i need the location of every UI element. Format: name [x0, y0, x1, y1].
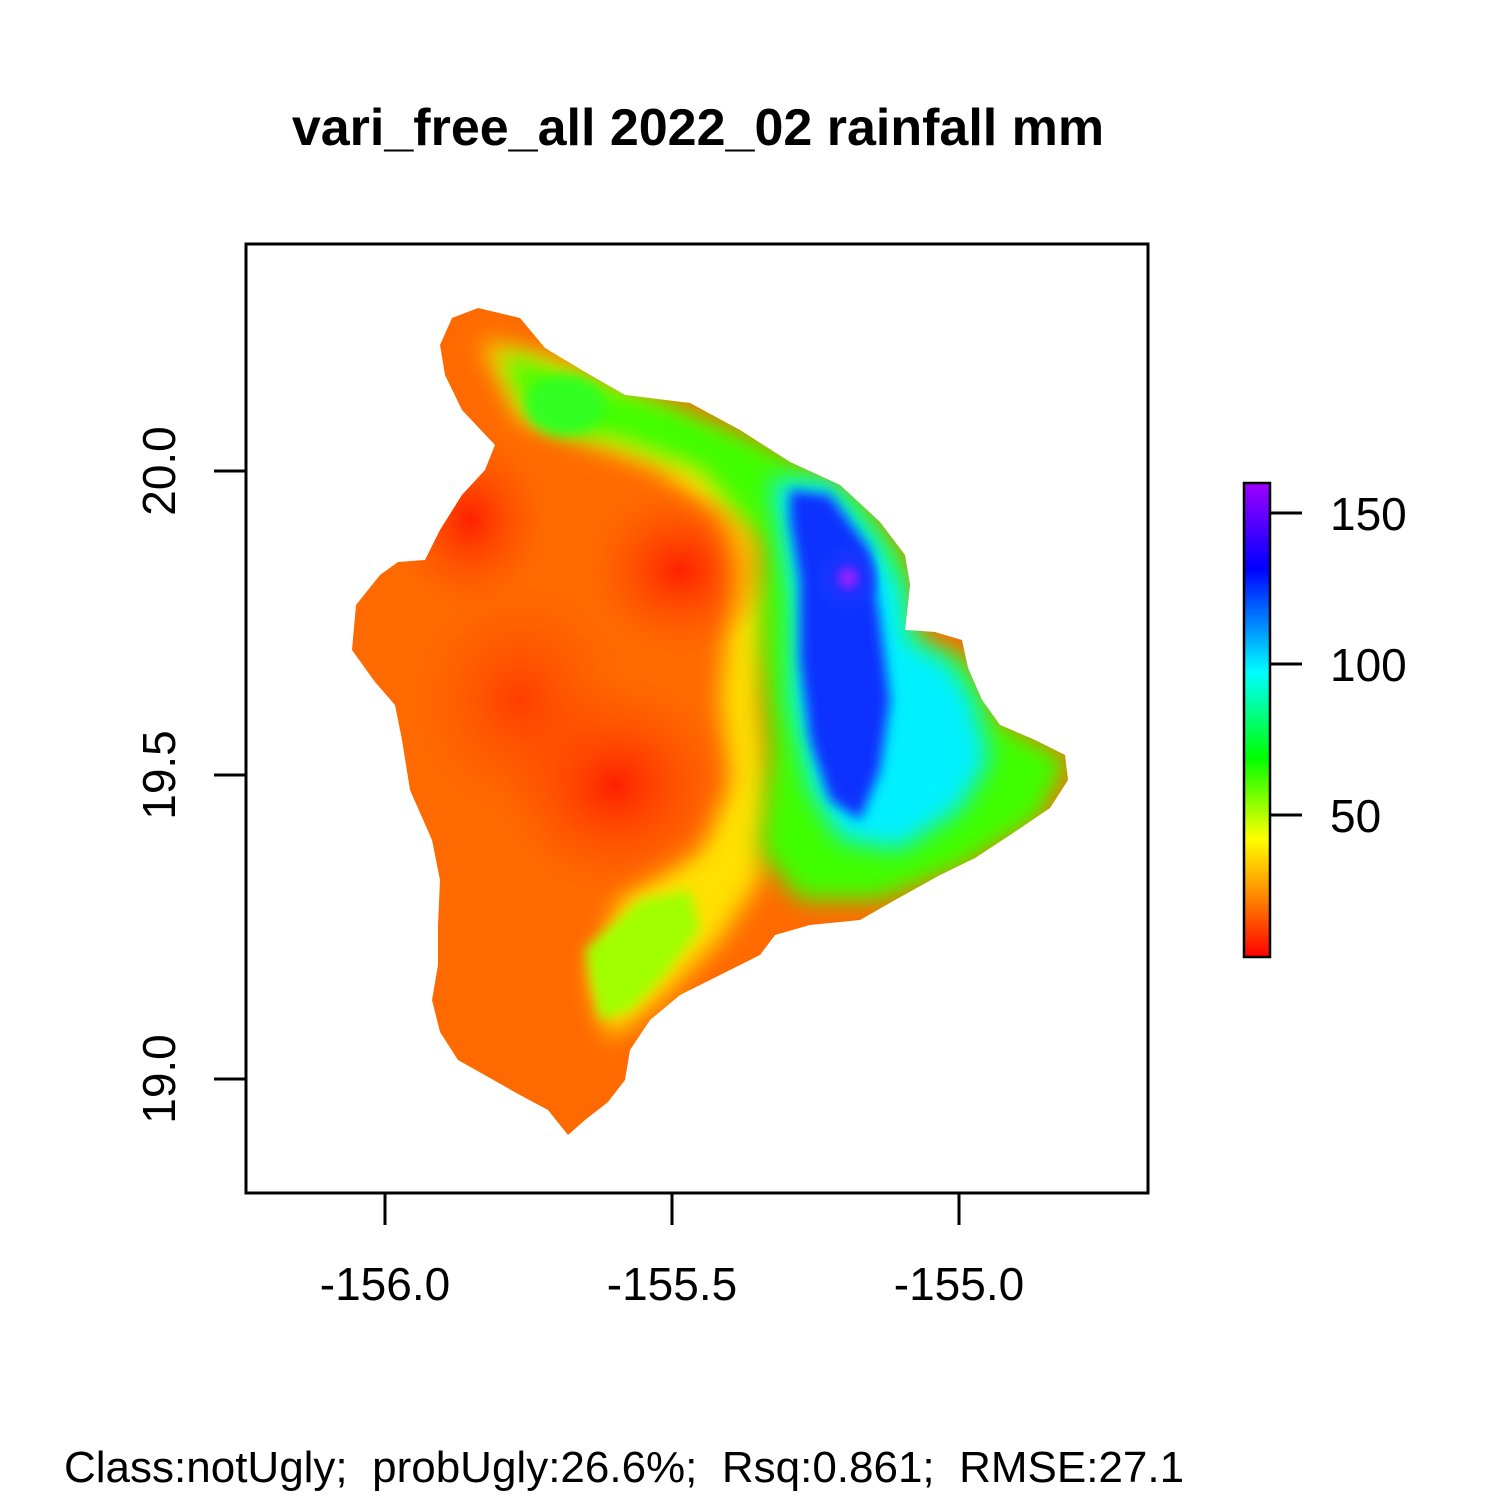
y-tick-label: 20.0	[133, 426, 185, 516]
legend-tick-label: 150	[1330, 488, 1407, 540]
y-axis: 20.0 19.5 19.0	[133, 426, 246, 1124]
x-tick-label: -155.5	[607, 1258, 737, 1310]
x-tick-label: -155.0	[894, 1258, 1024, 1310]
y-tick-label: 19.0	[133, 1034, 185, 1124]
chart-title: vari_free_all 2022_02 rainfall mm	[292, 99, 1104, 157]
legend-color-bar	[1242, 481, 1272, 959]
legend-tick-label: 100	[1330, 639, 1407, 691]
legend-tick-label: 50	[1330, 790, 1381, 842]
x-axis: -156.0 -155.5 -155.0	[320, 1193, 1024, 1310]
y-tick-label: 19.5	[133, 730, 185, 820]
color-legend: 50 100 150	[1242, 481, 1407, 959]
x-tick-label: -156.0	[320, 1258, 450, 1310]
footer-stats: Class:notUgly; probUgly:26.6%; Rsq:0.861…	[64, 1443, 1184, 1492]
